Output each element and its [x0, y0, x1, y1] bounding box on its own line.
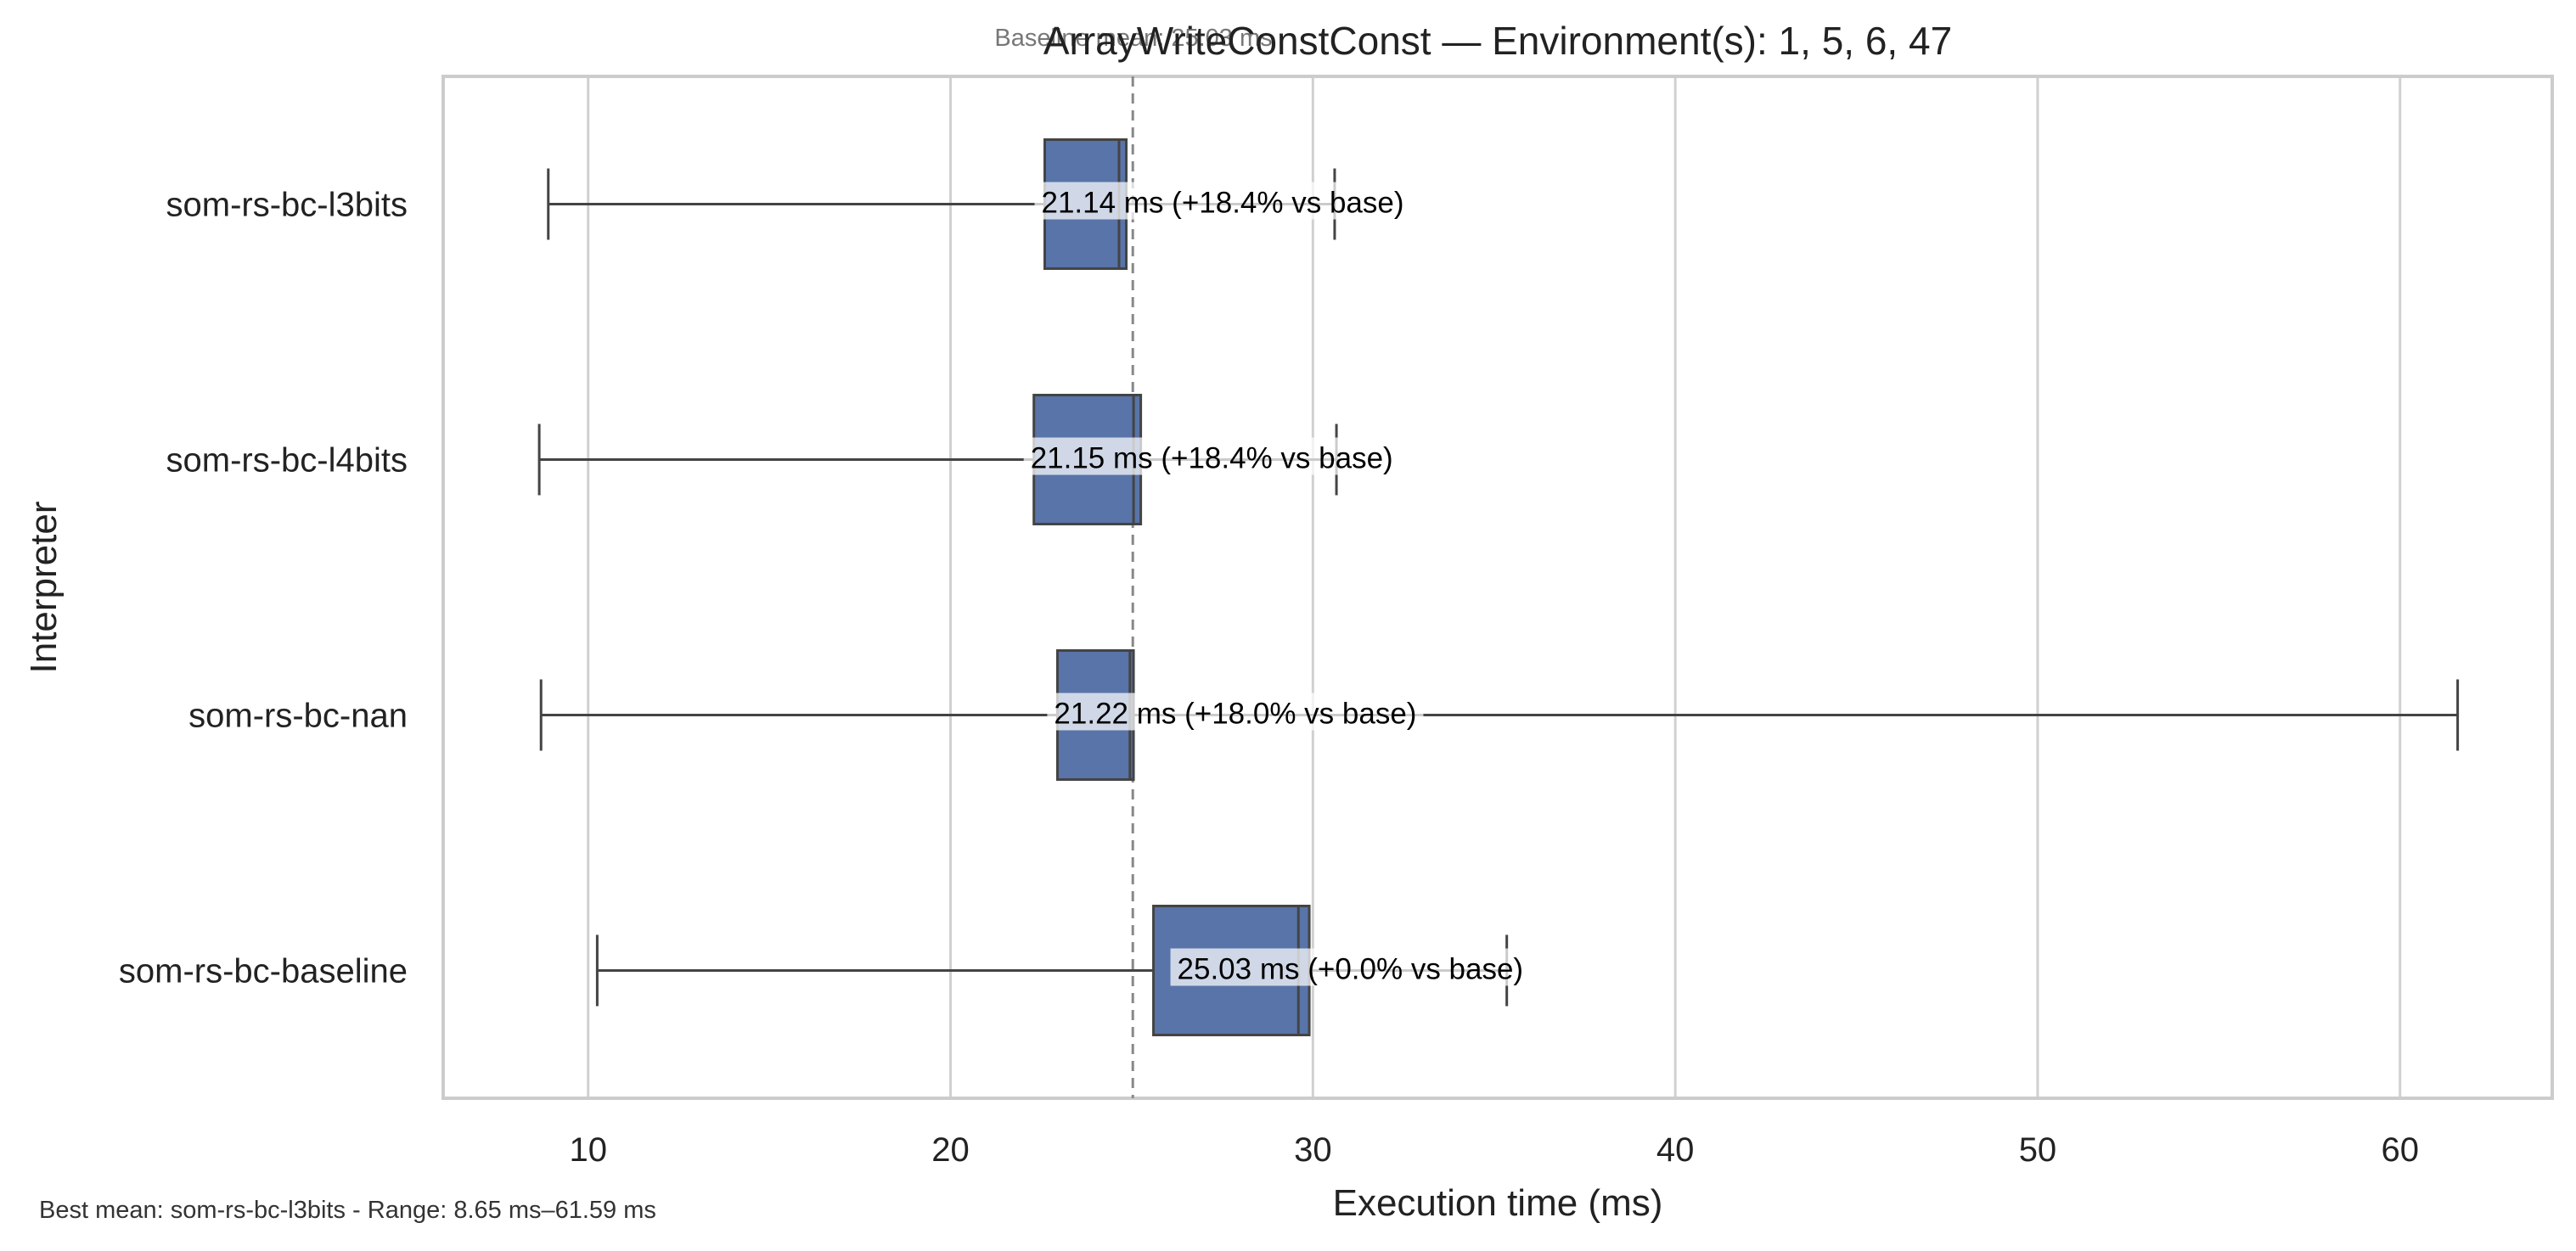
x-tick-label: 20: [931, 1131, 970, 1169]
x-tick-label: 30: [1294, 1131, 1332, 1169]
baseline-note: Baseline mean: 25.03 ms: [994, 25, 1272, 52]
mean-label: 21.14 ms (+18.4% vs base): [1041, 187, 1403, 220]
y-tick-label: som-rs-bc-baseline: [119, 953, 408, 990]
mean-label: 25.03 ms (+0.0% vs base): [1178, 953, 1524, 986]
plot-frame: [442, 75, 2554, 1100]
box-group-som-rs-bc-nan: 21.22 ms (+18.0% vs base): [539, 649, 2460, 781]
grid-lines: [587, 76, 2402, 1098]
y-axis-label: Interpreter: [23, 502, 65, 674]
mean-label-bg: [1034, 182, 1411, 220]
y-tick-label: som-rs-bc-l4bits: [166, 442, 408, 480]
box-group-som-rs-bc-baseline: 25.03 ms (+0.0% vs base): [595, 905, 1531, 1036]
mean-label: 21.22 ms (+18.0% vs base): [1054, 698, 1416, 731]
y-tick-label: som-rs-bc-l3bits: [166, 187, 408, 224]
x-tick-label: 10: [569, 1131, 607, 1169]
y-tick-label: som-rs-bc-nan: [188, 698, 408, 735]
x-tick-label: 50: [2019, 1131, 2057, 1169]
x-tick-labels: 10 20 30 40 50 60: [569, 1131, 2419, 1169]
box-group-som-rs-bc-l4bits: 21.15 ms (+18.4% vs base): [537, 394, 1400, 525]
y-tick-labels: som-rs-bc-l3bits som-rs-bc-l4bits som-rs-b…: [119, 187, 408, 990]
footer-note: Best mean: som-rs-bc-l3bits - Range: 8.6…: [39, 1197, 656, 1224]
mean-label: 21.15 ms (+18.4% vs base): [1031, 442, 1393, 475]
mean-label-bg: [1047, 693, 1424, 731]
box-group-som-rs-bc-l3bits: 21.14 ms (+18.4% vs base): [547, 138, 1411, 270]
x-tick-label: 40: [1656, 1131, 1695, 1169]
x-tick-label: 60: [2381, 1131, 2419, 1169]
mean-label-bg: [1170, 948, 1531, 986]
mean-label-bg: [1023, 437, 1400, 475]
x-axis-label: Execution time (ms): [1333, 1182, 1663, 1224]
chart-title: ArrayWriteConstConst — Environment(s): 1…: [1043, 19, 1952, 63]
box-series: 21.14 ms (+18.4% vs base) 21.15 ms (+18.4…: [537, 138, 2460, 1036]
